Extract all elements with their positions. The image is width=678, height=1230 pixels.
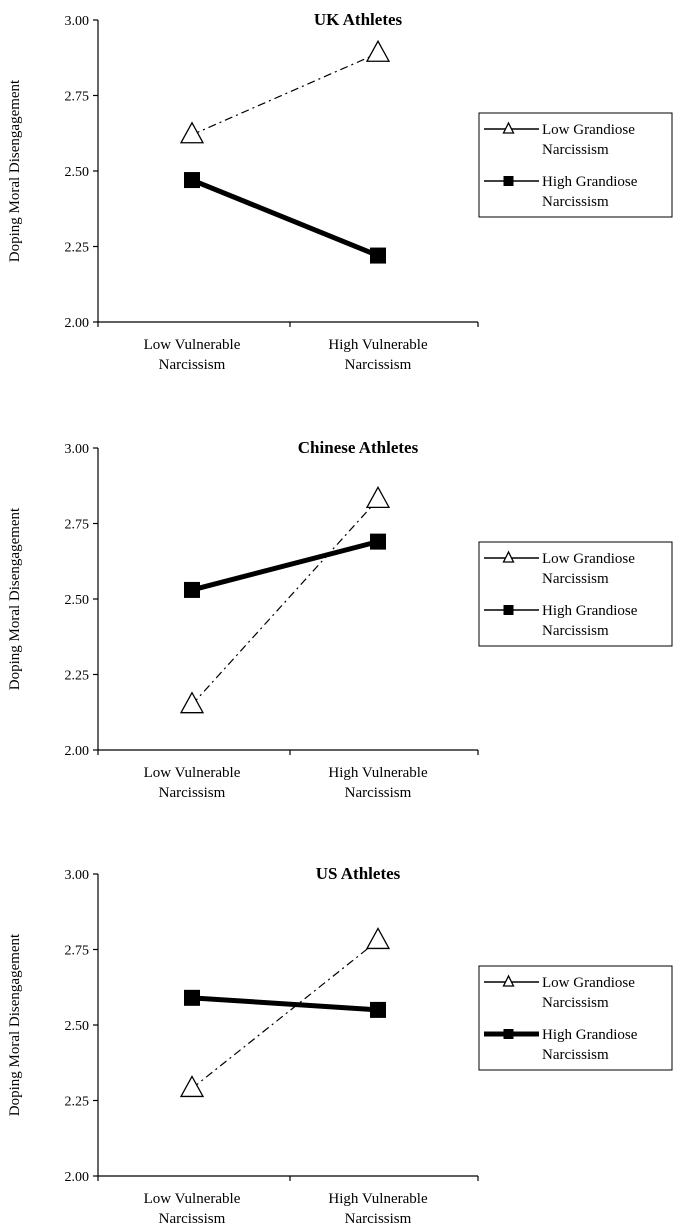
y-tick-label: 2.50 [65, 165, 90, 180]
y-tick-label: 2.50 [65, 1019, 90, 1034]
legend-marker-square [503, 1029, 514, 1039]
y-tick-label: 2.25 [65, 1095, 90, 1110]
data-point-high-grandiose [184, 989, 200, 1006]
y-axis-title: Doping Moral Disengagement [7, 79, 23, 262]
y-axis-title: Doping Moral Disengagement [7, 933, 23, 1116]
series-line-high-grandiose [191, 539, 379, 593]
legend-label-line: Low Grandiose [542, 122, 635, 138]
legend-label-line: Narcissism [542, 194, 609, 210]
y-tick-label: 2.00 [65, 1170, 90, 1185]
data-point-high-grandiose [184, 172, 200, 189]
legend-label: High Grandiose Narcissism [542, 603, 638, 639]
series-line-low-grandiose [191, 939, 379, 1089]
y-tick-label: 2.00 [65, 316, 90, 331]
legend-label-line: Narcissism [542, 142, 609, 158]
chart-panel-2: 2.00 2.25 2.50 2.75 3.00 Low Vulnerable Narcis… [7, 438, 673, 801]
legend-label: Low Grandiose Narcissism [542, 122, 635, 158]
y-axis-title: Doping Moral Disengagement [7, 507, 23, 690]
chart-title: US Athletes [316, 864, 401, 883]
x-category-label-line: Narcissism [345, 357, 412, 373]
x-category-label-line: Narcissism [159, 785, 226, 801]
legend-label: Low Grandiose Narcissism [542, 551, 635, 587]
legend-label: High Grandiose Narcissism [542, 174, 638, 210]
y-tick-label: 2.25 [65, 241, 90, 256]
y-tick-label: 2.75 [65, 944, 90, 959]
y-tick-label: 2.75 [65, 518, 90, 533]
data-point-low-grandiose [179, 121, 205, 144]
legend-label-line: High Grandiose [542, 603, 638, 619]
legend-label-line: High Grandiose [542, 1027, 638, 1043]
legend: Low Grandiose Narcissism High Grandiose Nar… [478, 965, 673, 1071]
x-category-label-line: Narcissism [345, 1211, 412, 1225]
chart-panel-1: 2.00 2.25 2.50 2.75 3.00 Low Vulnerable Narcis… [7, 10, 673, 373]
x-category-label: High Vulnerable Narcissism [328, 765, 428, 801]
x-category-label: Low Vulnerable Narcissism [144, 765, 241, 801]
y-tick-label: 3.00 [65, 868, 90, 883]
chart-panel-3: 2.00 2.25 2.50 2.75 3.00 Low Vulnerable Narcis… [7, 864, 673, 1227]
x-category-label-line: Low Vulnerable [144, 765, 241, 781]
series-line-high-grandiose [191, 177, 379, 258]
legend-label-line: Narcissism [542, 623, 609, 639]
legend-label: High Grandiose Narcissism [542, 1027, 638, 1063]
data-point-low-grandiose [365, 927, 391, 950]
legend-label-line: High Grandiose [542, 174, 638, 190]
data-point-low-grandiose [365, 485, 391, 508]
data-point-high-grandiose [184, 581, 200, 598]
x-category-label-line: High Vulnerable [328, 1191, 428, 1207]
legend-marker-square [503, 176, 514, 186]
data-point-high-grandiose [370, 1001, 386, 1018]
legend: Low Grandiose Narcissism High Grandiose Nar… [478, 541, 673, 647]
legend-label-line: Narcissism [542, 995, 609, 1011]
x-category-label: High Vulnerable Narcissism [328, 337, 428, 373]
y-tick-label: 3.00 [65, 14, 90, 29]
y-tick-label: 2.00 [65, 744, 90, 759]
y-tick-label: 2.25 [65, 669, 90, 684]
legend-label-line: Narcissism [542, 1047, 609, 1063]
legend-label-line: Low Grandiose [542, 975, 635, 991]
legend-marker-square [503, 605, 514, 615]
data-point-low-grandiose [365, 39, 391, 62]
legend: Low Grandiose Narcissism High Grandiose Nar… [478, 112, 673, 218]
legend-marker-triangle [502, 550, 515, 563]
y-tick-label: 2.50 [65, 593, 90, 608]
x-category-label-line: Narcissism [345, 785, 412, 801]
legend-label: Low Grandiose Narcissism [542, 975, 635, 1011]
x-category-label: Low Vulnerable Narcissism [144, 337, 241, 373]
legend-marker-triangle [502, 974, 515, 987]
legend-box [478, 541, 673, 647]
data-point-high-grandiose [370, 533, 386, 550]
x-category-label-line: Narcissism [159, 1211, 226, 1225]
y-tick-label: 2.75 [65, 90, 90, 105]
x-category-label-line: High Vulnerable [328, 337, 428, 353]
data-point-high-grandiose [370, 247, 386, 264]
legend-label-line: Narcissism [542, 571, 609, 587]
x-category-label-line: Low Vulnerable [144, 337, 241, 353]
x-category-label: Low Vulnerable Narcissism [144, 1191, 241, 1225]
chart-title: Chinese Athletes [298, 438, 419, 457]
legend-label-line: Low Grandiose [542, 551, 635, 567]
legend-marker-triangle [502, 121, 515, 134]
series-line-high-grandiose [191, 995, 379, 1013]
x-category-label-line: Narcissism [159, 357, 226, 373]
x-category-label: High Vulnerable Narcissism [328, 1191, 428, 1225]
series-line-low-grandiose [191, 498, 379, 706]
series-line-low-grandiose [191, 52, 379, 136]
x-category-label-line: High Vulnerable [328, 765, 428, 781]
x-category-label-line: Low Vulnerable [144, 1191, 241, 1207]
data-point-low-grandiose [179, 1075, 205, 1098]
data-point-low-grandiose [179, 691, 205, 714]
chart-title: UK Athletes [314, 10, 403, 29]
y-tick-label: 3.00 [65, 442, 90, 457]
